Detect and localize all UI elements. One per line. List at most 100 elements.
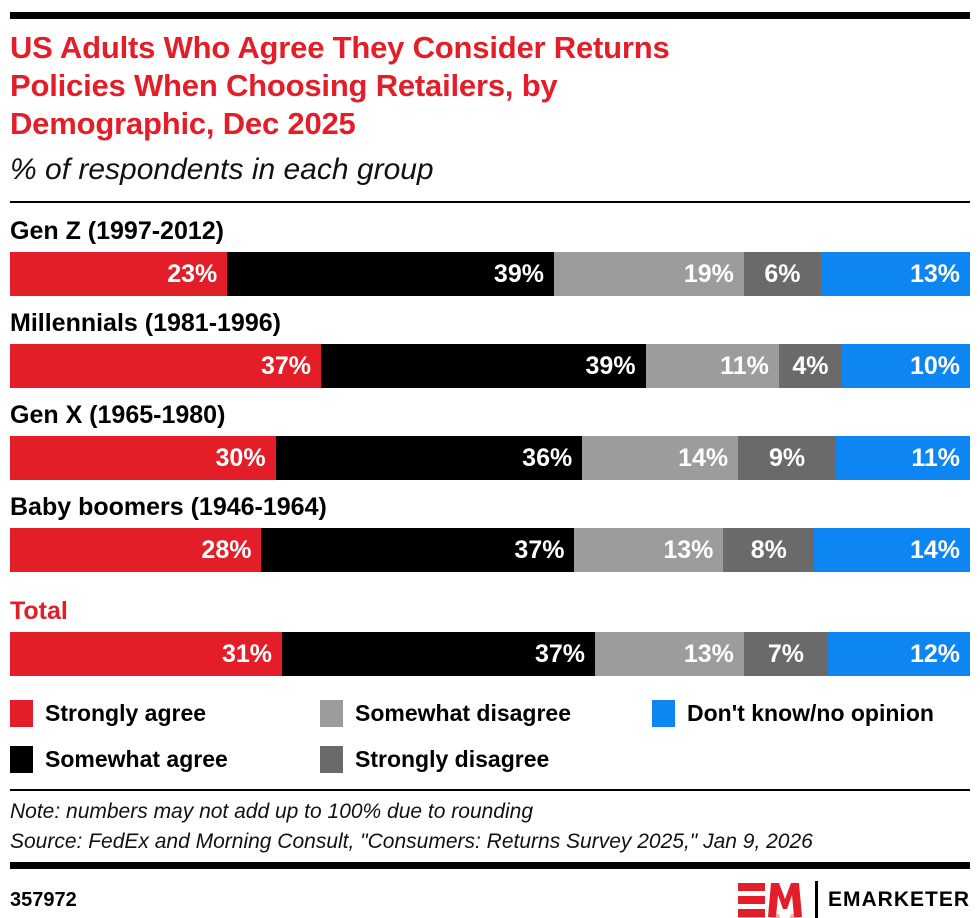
- bar-segment: 39%: [227, 252, 554, 296]
- legend-swatch: [10, 746, 33, 773]
- segment-value-label: 8%: [750, 535, 787, 564]
- legend-swatch: [652, 700, 675, 727]
- category-label: Millennials (1981-1996): [10, 309, 281, 337]
- bar-segment: 30%: [10, 436, 276, 480]
- notes-block: Note: numbers may not add up to 100% due…: [10, 797, 970, 857]
- segment-value-label: 39%: [585, 351, 636, 380]
- segment-value-label: 14%: [909, 535, 960, 564]
- stacked-bar: 37% 39% 11% 4% 10%: [10, 344, 970, 388]
- segment-value-label: 13%: [909, 259, 960, 288]
- legend-label: Strongly agree: [45, 700, 207, 726]
- bar-segment: 9%: [738, 436, 836, 480]
- legend-label: Strongly disagree: [355, 746, 550, 772]
- bar-segment: 36%: [275, 436, 583, 480]
- logo-e-icon: [737, 883, 765, 917]
- stacked-bar-chart: Gen Z (1997-2012) 23% 39% 19% 6% 13% Millennia…: [10, 217, 970, 676]
- bar-segment: 11%: [645, 344, 779, 388]
- legend-label: Don't know/no opinion: [687, 700, 934, 726]
- header-divider: [10, 201, 970, 203]
- segment-value-label: 13%: [663, 535, 714, 564]
- source-text: Source: FedEx and Morning Consult, "Cons…: [10, 830, 813, 853]
- chart-row: Total 31% 37% 13% 7% 12%: [10, 597, 970, 676]
- bar-segment: 14%: [582, 436, 739, 480]
- bar-segment: 13%: [574, 528, 724, 572]
- emarketer-logo: EMARKETER: [737, 881, 970, 918]
- stacked-bar: 30% 36% 14% 9% 11%: [10, 436, 970, 480]
- chart-row: Millennials (1981-1996) 37% 39% 11% 4% 10%: [10, 309, 970, 388]
- segment-value-label: 9%: [769, 443, 806, 472]
- bar-segment: 7%: [743, 632, 828, 676]
- legend-item: Strongly disagree: [320, 746, 652, 773]
- category-label: Total: [10, 597, 68, 625]
- segment-value-label: 11%: [720, 351, 769, 380]
- top-accent-bar: [10, 12, 970, 19]
- logo-e-icon: [737, 914, 765, 918]
- legend-label: Somewhat disagree: [355, 700, 572, 726]
- segment-value-label: 37%: [260, 351, 311, 380]
- bar-segment: 31%: [10, 632, 282, 676]
- segment-value-label: 4%: [792, 351, 829, 380]
- chart-subtitle: % of respondents in each group: [10, 153, 434, 186]
- chart-row: Gen X (1965-1980) 30% 36% 14% 9% 11%: [10, 401, 970, 480]
- segment-value-label: 10%: [909, 351, 960, 380]
- segment-value-label: 12%: [909, 639, 960, 668]
- segment-value-label: 39%: [493, 259, 544, 288]
- legend-item: Don't know/no opinion: [652, 700, 970, 727]
- bar-segment: 8%: [723, 528, 815, 572]
- bar-segment: 12%: [827, 632, 970, 676]
- chart-title-line: Policies When Choosing Retailers, by: [10, 68, 558, 103]
- stacked-bar: 28% 37% 13% 8% 14%: [10, 528, 970, 572]
- segment-value-label: 37%: [514, 535, 565, 564]
- logo-m-icon: [767, 883, 802, 917]
- chart-id: 357972: [10, 888, 77, 911]
- category-label: Gen X (1965-1980): [10, 401, 226, 429]
- bottom-accent-bar: [10, 862, 970, 869]
- bar-segment: 13%: [594, 632, 744, 676]
- chart-row: Gen Z (1997-2012) 23% 39% 19% 6% 13%: [10, 217, 970, 296]
- category-label: Baby boomers (1946-1964): [10, 493, 327, 521]
- legend-item: Strongly agree: [10, 700, 320, 727]
- emarketer-logo-ghost: EMARKETER: [737, 912, 970, 918]
- logo-divider: [814, 912, 818, 918]
- bar-segment: 4%: [778, 344, 843, 388]
- brand-name: EMARKETER: [827, 888, 970, 911]
- bar-segment: 13%: [821, 252, 970, 296]
- segment-value-label: 30%: [215, 443, 266, 472]
- bar-segment: 14%: [814, 528, 970, 572]
- bar-segment: 37%: [281, 632, 595, 676]
- stacked-bar: 31% 37% 13% 7% 12%: [10, 632, 970, 676]
- footer: 357972 EMARKETER: [10, 881, 970, 918]
- legend-label: Somewhat agree: [45, 746, 228, 772]
- bar-segment: 19%: [553, 252, 744, 296]
- bar-segment: 23%: [10, 252, 228, 296]
- segment-value-label: 6%: [764, 259, 801, 288]
- segment-value-label: 23%: [167, 259, 218, 288]
- bar-segment: 6%: [743, 252, 822, 296]
- legend-swatch: [10, 700, 33, 727]
- logo-divider: [814, 881, 818, 918]
- segment-value-label: 36%: [522, 443, 573, 472]
- chart-row: Baby boomers (1946-1964) 28% 37% 13% 8% 14%: [10, 493, 970, 572]
- bar-segment: 28%: [10, 528, 262, 572]
- stacked-bar: 23% 39% 19% 6% 13%: [10, 252, 970, 296]
- logo-m-icon: [770, 914, 800, 918]
- bar-segment: 10%: [842, 344, 970, 388]
- legend-item: Somewhat disagree: [320, 700, 652, 727]
- category-label: Gen Z (1997-2012): [10, 217, 224, 245]
- chart-title: US Adults Who Agree They Consider Return…: [10, 29, 970, 143]
- bar-segment: 11%: [835, 436, 970, 480]
- segment-value-label: 19%: [683, 259, 734, 288]
- segment-value-label: 7%: [767, 639, 804, 668]
- legend-swatch: [320, 746, 343, 773]
- chart-legend: Strongly agree Somewhat disagree Don't kno…: [10, 700, 970, 773]
- segment-value-label: 28%: [201, 535, 252, 564]
- notes-divider: [10, 789, 970, 791]
- segment-value-label: 14%: [678, 443, 729, 472]
- segment-value-label: 37%: [534, 639, 585, 668]
- segment-value-label: 11%: [911, 443, 960, 472]
- legend-item: Somewhat agree: [10, 746, 320, 773]
- bar-segment: 37%: [10, 344, 321, 388]
- bar-segment: 37%: [261, 528, 575, 572]
- chart-title-line: Demographic, Dec 2025: [10, 106, 356, 141]
